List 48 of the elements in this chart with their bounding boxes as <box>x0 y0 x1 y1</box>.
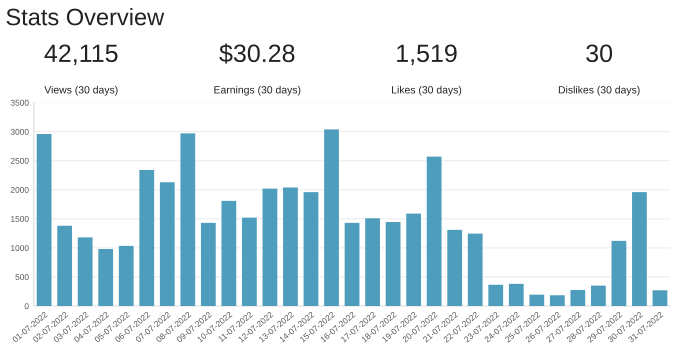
text: Dislikes (30 days) <box>558 86 640 96</box>
bar <box>200 222 216 306</box>
bar <box>242 218 257 306</box>
y-tick-label: 1500 <box>11 216 29 222</box>
bar <box>304 192 318 306</box>
bar <box>652 290 668 306</box>
y-tick-label: 2000 <box>10 186 29 193</box>
bar <box>262 188 278 306</box>
bar <box>118 246 134 306</box>
y-tick-label: 0 <box>24 303 29 310</box>
bar <box>468 234 483 306</box>
text: Stats Overview <box>6 8 164 26</box>
bar <box>426 156 442 306</box>
bar <box>508 284 524 306</box>
bar <box>365 218 380 306</box>
bar <box>36 134 52 306</box>
y-tick-label: 500 <box>15 274 29 280</box>
text: 30 <box>586 44 612 62</box>
bar <box>180 133 196 306</box>
bar <box>632 192 647 306</box>
bar <box>386 222 400 306</box>
text: $30.28 <box>219 43 294 64</box>
text: Earnings (30 days) <box>214 86 300 96</box>
bar <box>283 187 298 306</box>
y-tick-label: 1000 <box>11 245 29 251</box>
text: Likes (30 days) <box>392 86 462 96</box>
y-tick-label: 2500 <box>10 158 29 164</box>
bar <box>78 237 93 306</box>
text: 42,115 <box>44 44 118 66</box>
y-tick-label: 3500 <box>10 100 29 106</box>
bar <box>160 182 175 306</box>
bar <box>612 240 626 306</box>
text: Views (30 days) <box>44 86 118 96</box>
y-tick-label: 3000 <box>10 128 29 135</box>
bar <box>406 214 422 306</box>
bar <box>447 230 462 306</box>
bar <box>139 170 154 306</box>
bar <box>221 200 236 306</box>
bar <box>570 290 586 306</box>
bar <box>488 284 504 306</box>
bar <box>324 129 339 306</box>
bar <box>57 226 72 306</box>
bar <box>550 295 565 306</box>
text: 1,519 <box>397 44 457 66</box>
bar <box>98 249 114 306</box>
bar <box>529 294 544 306</box>
bar <box>344 222 360 306</box>
bar <box>590 286 606 306</box>
